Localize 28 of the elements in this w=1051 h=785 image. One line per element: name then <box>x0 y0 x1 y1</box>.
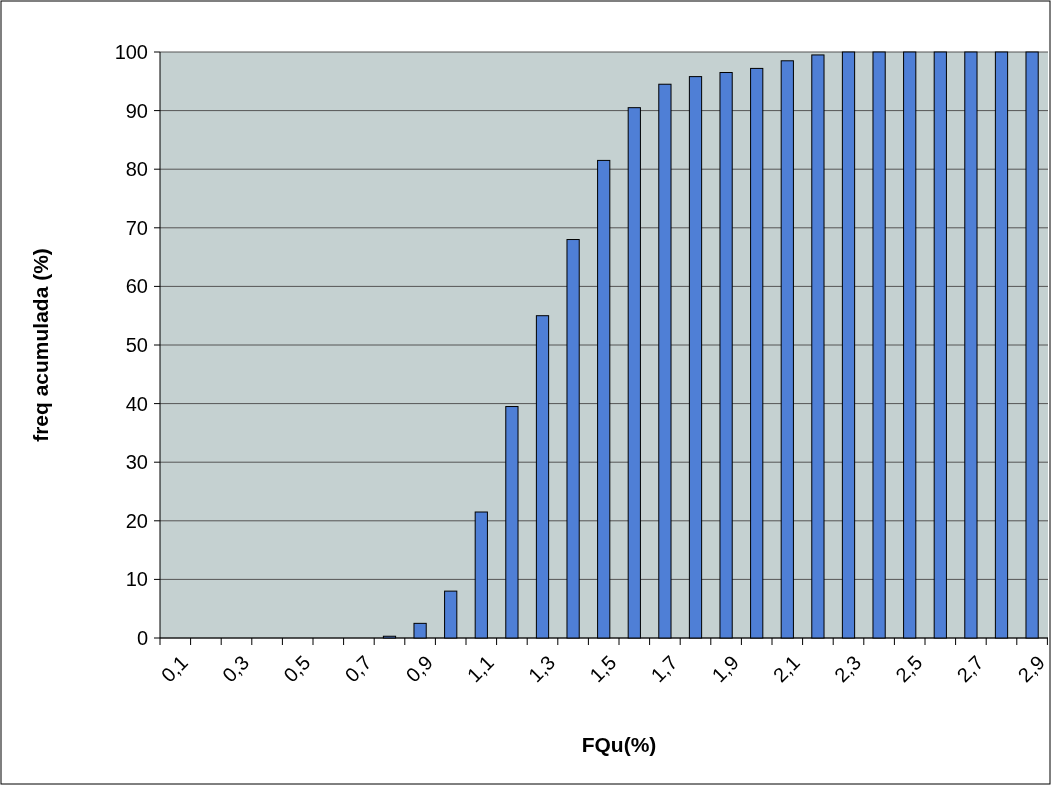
x-tick-label: 1,9 <box>707 651 743 687</box>
y-tick-label: 10 <box>125 568 148 591</box>
y-tick-label: 100 <box>114 41 148 63</box>
y-tick-label: 30 <box>125 451 148 474</box>
y-tick-label: 80 <box>125 158 148 181</box>
x-tick-label: 2,1 <box>768 651 805 687</box>
x-tick-label: 2,7 <box>952 651 988 687</box>
x-tick-label: 2,9 <box>1013 651 1049 687</box>
y-tick-label: 20 <box>125 509 148 532</box>
x-tick-label: 0,5 <box>279 651 315 687</box>
y-tick-label: 0 <box>136 627 148 649</box>
x-tick-label: 1,5 <box>585 651 621 687</box>
y-tick-label: 70 <box>125 216 148 239</box>
x-tick-label: 2,3 <box>830 651 866 687</box>
x-tick-label: 0,1 <box>156 651 193 687</box>
y-axis-title: freq acumulada (%) <box>29 248 52 442</box>
x-tick-label: 0,3 <box>218 651 254 687</box>
y-tick-label: 60 <box>125 275 148 298</box>
x-tick-label: 1,7 <box>646 651 682 687</box>
y-tick-label: 90 <box>125 99 148 122</box>
y-tick-label: 40 <box>125 392 148 415</box>
x-tick-label: 1,1 <box>462 651 499 687</box>
x-tick-label: 1,3 <box>524 651 560 687</box>
x-tick-label: 0,7 <box>340 651 376 687</box>
y-tick-label: 50 <box>125 334 148 356</box>
x-tick-label: 2,5 <box>891 651 927 687</box>
x-tick-label: 0,9 <box>401 651 437 687</box>
x-axis-title: FQu(%) <box>581 733 657 756</box>
